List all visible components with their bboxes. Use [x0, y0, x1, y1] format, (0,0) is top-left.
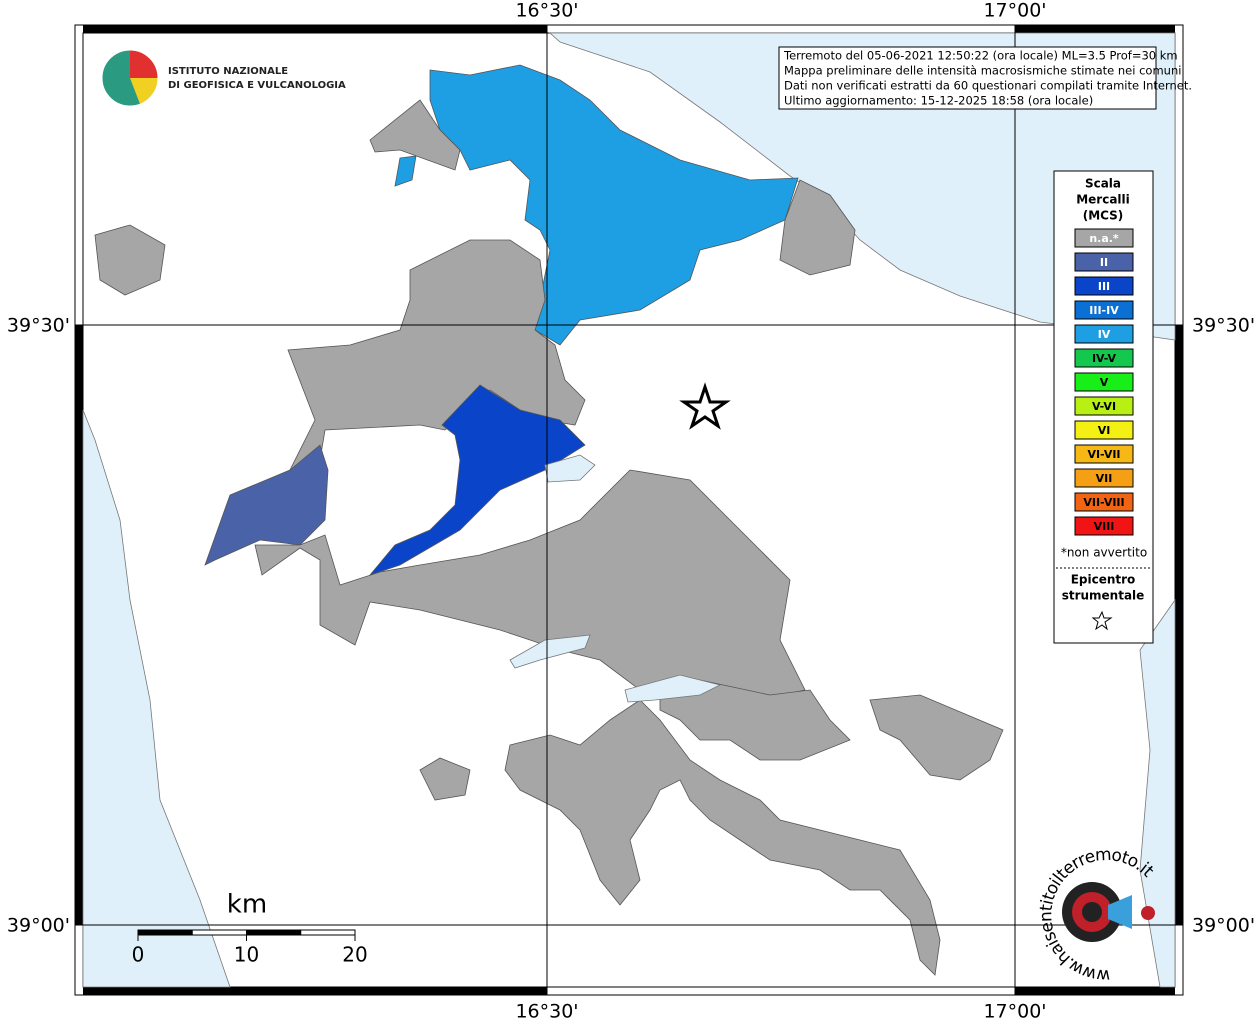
info-line: Mappa preliminare delle intensità macros…	[784, 64, 1181, 78]
institute-logo: ISTITUTO NAZIONALE DI GEOFISICA E VULCAN…	[101, 49, 346, 107]
legend-swatch	[1074, 396, 1134, 416]
scale-bar: km 0 10 20	[132, 890, 368, 967]
lon-label: 16°30'	[515, 1001, 578, 1023]
info-line: Dati non verificati estratti da 60 quest…	[784, 79, 1192, 93]
region	[369, 99, 461, 171]
lat-label: 39°30'	[1192, 315, 1255, 337]
region	[204, 444, 329, 566]
region	[94, 224, 166, 296]
institute-name: DI GEOFISICA E VULCANOLOGIA	[168, 80, 346, 91]
legend-label: III-IV	[1089, 304, 1119, 317]
region	[394, 155, 417, 187]
region	[287, 239, 586, 471]
legend-swatch	[1074, 444, 1134, 464]
institute-name: ISTITUTO NAZIONALE	[168, 66, 288, 77]
epicenter	[679, 382, 731, 430]
legend-label: V-VI	[1092, 400, 1116, 413]
region	[779, 179, 856, 276]
scale-tick-label: 0	[132, 943, 145, 967]
lon-label: 16°30'	[515, 0, 578, 22]
frame-bands	[75, 25, 1183, 995]
legend-epicenter: Epicentro	[1071, 573, 1136, 587]
region	[429, 64, 799, 346]
legend-label: IV-V	[1092, 352, 1117, 365]
info: Terremoto del 05-06-2021 12:50:22 (ora l…	[783, 49, 1192, 108]
region	[368, 384, 586, 576]
legend-swatch	[1074, 492, 1134, 512]
legend-label: V	[1100, 376, 1109, 389]
scale-tick-label: 10	[234, 943, 259, 967]
lake	[509, 634, 591, 669]
info-line: Terremoto del 05-06-2021 12:50:22 (ora l…	[783, 49, 1178, 63]
lat-label: 39°30'	[7, 315, 70, 337]
sea	[82, 409, 231, 988]
legend-swatch	[1074, 468, 1134, 488]
region	[869, 694, 1004, 781]
lake	[624, 674, 722, 703]
legend-label: II	[1100, 256, 1108, 269]
legend-title: Mercalli	[1076, 193, 1130, 207]
region	[659, 679, 851, 761]
lat-label: 39°00'	[7, 915, 70, 937]
legend-swatch	[1074, 516, 1134, 536]
legend-swatch	[1074, 420, 1134, 440]
legend-label: III	[1098, 280, 1110, 293]
regions	[94, 64, 1004, 976]
legend-label: VII-VIII	[1083, 496, 1124, 509]
sea	[1139, 598, 1176, 988]
legend-label: IV	[1098, 328, 1111, 341]
region	[504, 699, 941, 976]
legend-label: VI-VII	[1087, 448, 1120, 461]
scale-unit: km	[227, 890, 267, 920]
legend-swatch	[1074, 252, 1134, 272]
legend-epicenter: strumentale	[1062, 589, 1145, 603]
info-line: Ultimo aggiornamento: 15-12-2025 18:58 (…	[784, 94, 1093, 108]
lon-label: 17°00'	[983, 0, 1046, 22]
lat-label: 39°00'	[1192, 915, 1255, 937]
info-box	[778, 46, 1157, 110]
legend-label: VIII	[1094, 520, 1115, 533]
legend-title: (MCS)	[1083, 209, 1124, 223]
scale-segment	[300, 929, 356, 936]
scale-tick-label: 20	[342, 943, 367, 967]
legend-swatch	[1074, 276, 1134, 296]
legend-swatch	[1074, 372, 1134, 392]
legend-swatch	[1074, 300, 1134, 320]
scale-segment	[137, 929, 193, 936]
lon-label: 17°00'	[983, 1001, 1046, 1023]
scale-segment	[191, 929, 247, 936]
region	[419, 757, 471, 801]
legend-label: n.a.*	[1089, 232, 1119, 245]
scale-segment	[246, 929, 302, 936]
legend-title: Scala	[1085, 177, 1121, 191]
legend-swatch	[1074, 324, 1134, 344]
legend-star	[1091, 610, 1113, 631]
sea	[548, 32, 1176, 341]
legend-items: ScalaMercalli(MCS)n.a.*IIIIIIII-IVIVIV-V…	[1061, 177, 1147, 603]
legend-label: VII	[1096, 472, 1113, 485]
legend-swatch	[1074, 228, 1134, 248]
legend-label: VI	[1098, 424, 1111, 437]
legend-swatch	[1074, 348, 1134, 368]
legend-note: *non avvertito	[1061, 546, 1147, 560]
